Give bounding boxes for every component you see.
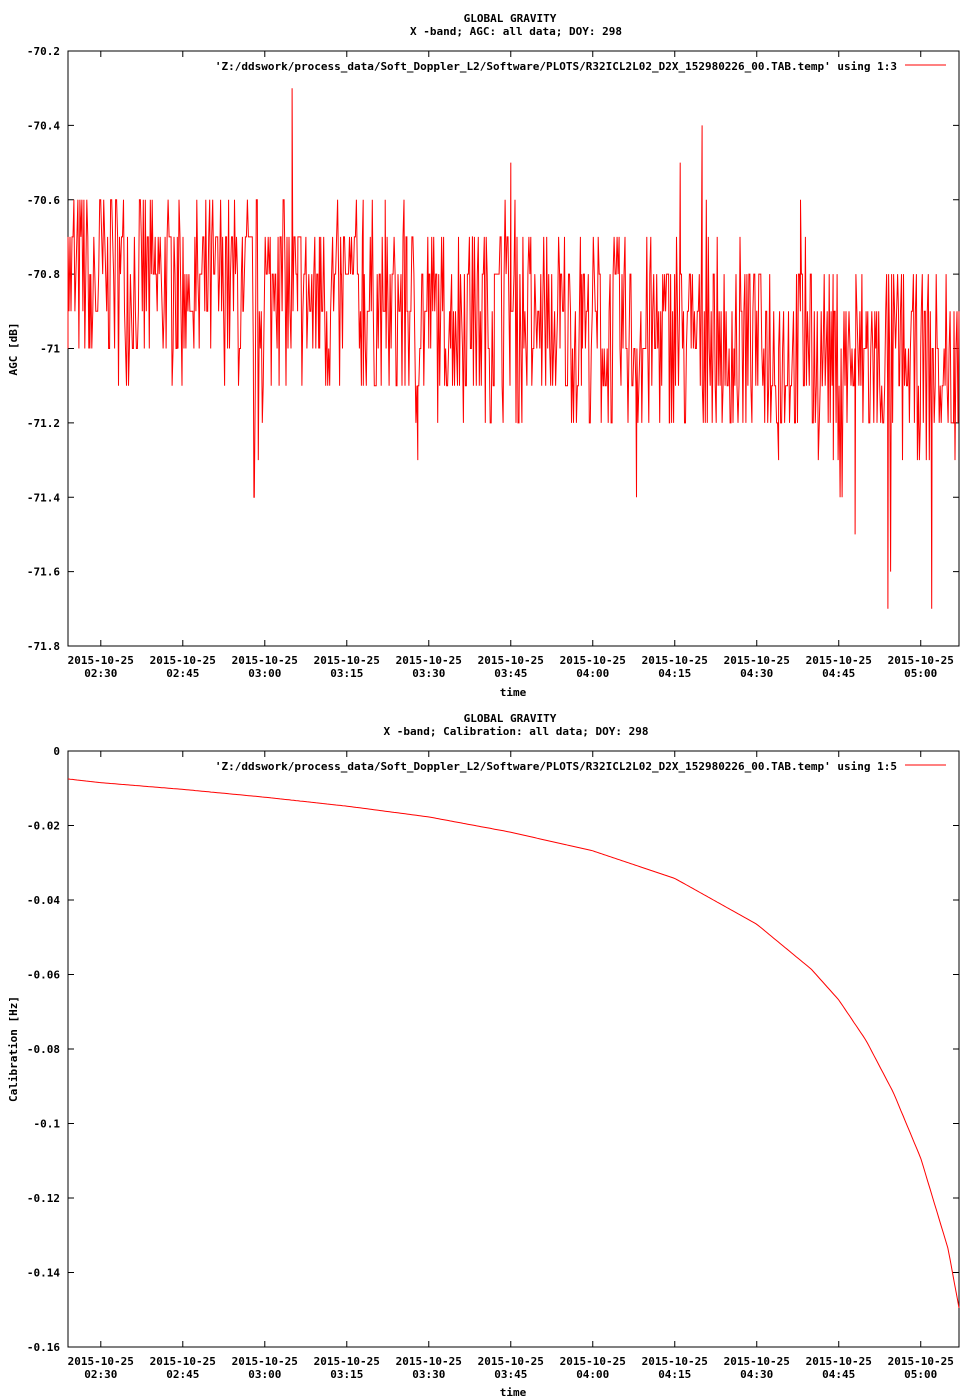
x-tick-label-time: 04:15 — [658, 667, 691, 680]
agc-x-axis: 2015-10-2502:302015-10-2502:452015-10-25… — [68, 51, 954, 680]
y-tick-label: -0.04 — [27, 894, 60, 907]
x-tick-label-date: 2015-10-25 — [150, 654, 216, 667]
y-tick-label: -0.08 — [27, 1043, 60, 1056]
x-tick-label-date: 2015-10-25 — [314, 1355, 380, 1368]
x-tick-label-date: 2015-10-25 — [724, 654, 790, 667]
x-tick-label-time: 05:00 — [904, 667, 937, 680]
x-tick-label-date: 2015-10-25 — [806, 654, 872, 667]
calibration-x-axis: 2015-10-2502:302015-10-2502:452015-10-25… — [68, 751, 954, 1381]
x-tick-label-date: 2015-10-25 — [68, 654, 134, 667]
calibration-y-axis: 0 -0.02 -0.04 -0.06 -0.08 -0.1 -0.12 -0.14 -0.16 — [27, 745, 959, 1354]
x-tick-label-date: 2015-10-25 — [478, 654, 544, 667]
x-tick-label-date: 2015-10-25 — [68, 1355, 134, 1368]
x-tick-label-date: 2015-10-25 — [150, 1355, 216, 1368]
agc-chart: GLOBAL GRAVITY X -band; AGC: all data; D… — [7, 12, 960, 699]
calibration-legend-label: 'Z:/ddswork/process_data/Soft_Doppler_L2… — [215, 760, 897, 773]
x-tick-label-time: 04:00 — [576, 667, 609, 680]
agc-series — [67, 88, 960, 609]
x-tick-label-date: 2015-10-25 — [724, 1355, 790, 1368]
x-tick-label-time: 02:45 — [166, 667, 199, 680]
agc-y-axis-label: AGC [dB] — [7, 323, 20, 376]
y-tick-label: -71.2 — [27, 417, 60, 430]
x-tick-label-time: 04:15 — [658, 1368, 691, 1381]
y-tick-label: -71.8 — [27, 640, 60, 653]
x-tick-label-date: 2015-10-25 — [560, 1355, 626, 1368]
x-tick-label-time: 03:15 — [330, 667, 363, 680]
x-tick-label-date: 2015-10-25 — [888, 1355, 954, 1368]
x-tick-label-time: 04:45 — [822, 1368, 855, 1381]
x-tick-label-time: 03:30 — [412, 667, 445, 680]
calibration-chart: GLOBAL GRAVITY X -band; Calibration: all… — [7, 712, 960, 1399]
y-tick-label: -71.6 — [27, 566, 60, 579]
x-tick-label-time: 03:45 — [494, 667, 527, 680]
x-tick-label-time: 02:30 — [84, 1368, 117, 1381]
x-tick-label-time: 02:30 — [84, 667, 117, 680]
x-tick-label-date: 2015-10-25 — [560, 654, 626, 667]
y-tick-label: -0.02 — [27, 820, 60, 833]
calibration-series — [67, 778, 960, 1308]
y-tick-label: -70.8 — [27, 268, 60, 281]
x-tick-label-time: 05:00 — [904, 1368, 937, 1381]
x-tick-label-time: 03:45 — [494, 1368, 527, 1381]
y-tick-label: -71 — [40, 343, 60, 356]
calibration-y-axis-label: Calibration [Hz] — [7, 996, 20, 1102]
x-tick-label-date: 2015-10-25 — [642, 654, 708, 667]
x-tick-label-time: 04:45 — [822, 667, 855, 680]
x-tick-label-time: 04:30 — [740, 1368, 773, 1381]
x-tick-label-time: 04:00 — [576, 1368, 609, 1381]
y-tick-label: -71.4 — [27, 491, 60, 504]
x-tick-label-date: 2015-10-25 — [396, 654, 462, 667]
y-tick-label: -0.06 — [27, 969, 60, 982]
x-tick-label-time: 03:15 — [330, 1368, 363, 1381]
y-tick-label: -70.6 — [27, 194, 60, 207]
calibration-chart-title: GLOBAL GRAVITY — [464, 712, 557, 725]
y-tick-label: -70.4 — [27, 119, 60, 132]
agc-chart-subtitle: X -band; AGC: all data; DOY: 298 — [410, 25, 622, 38]
x-tick-label-date: 2015-10-25 — [314, 654, 380, 667]
x-tick-label-time: 04:30 — [740, 667, 773, 680]
y-tick-label: 0 — [53, 745, 60, 758]
calibration-x-axis-label: time — [500, 1386, 527, 1399]
calibration-chart-subtitle: X -band; Calibration: all data; DOY: 298 — [384, 725, 649, 738]
agc-x-axis-label: time — [500, 686, 527, 699]
y-tick-label: -70.2 — [27, 45, 60, 58]
x-tick-label-date: 2015-10-25 — [642, 1355, 708, 1368]
y-tick-label: -0.1 — [34, 1118, 61, 1131]
x-tick-label-time: 03:30 — [412, 1368, 445, 1381]
y-tick-label: -0.16 — [27, 1341, 60, 1354]
calibration-series-line — [67, 778, 960, 1308]
x-tick-label-date: 2015-10-25 — [478, 1355, 544, 1368]
agc-legend-label: 'Z:/ddswork/process_data/Soft_Doppler_L2… — [215, 60, 897, 73]
x-tick-label-date: 2015-10-25 — [396, 1355, 462, 1368]
agc-chart-title: GLOBAL GRAVITY — [464, 12, 557, 25]
y-tick-label: -0.14 — [27, 1267, 60, 1280]
x-tick-label-time: 03:00 — [248, 667, 281, 680]
calibration-plot-frame — [67, 750, 960, 1348]
x-tick-label-time: 03:00 — [248, 1368, 281, 1381]
x-tick-label-time: 02:45 — [166, 1368, 199, 1381]
x-tick-label-date: 2015-10-25 — [806, 1355, 872, 1368]
x-tick-label-date: 2015-10-25 — [232, 1355, 298, 1368]
agc-series-line — [67, 88, 960, 609]
x-tick-label-date: 2015-10-25 — [888, 654, 954, 667]
x-tick-label-date: 2015-10-25 — [232, 654, 298, 667]
y-tick-label: -0.12 — [27, 1192, 60, 1205]
